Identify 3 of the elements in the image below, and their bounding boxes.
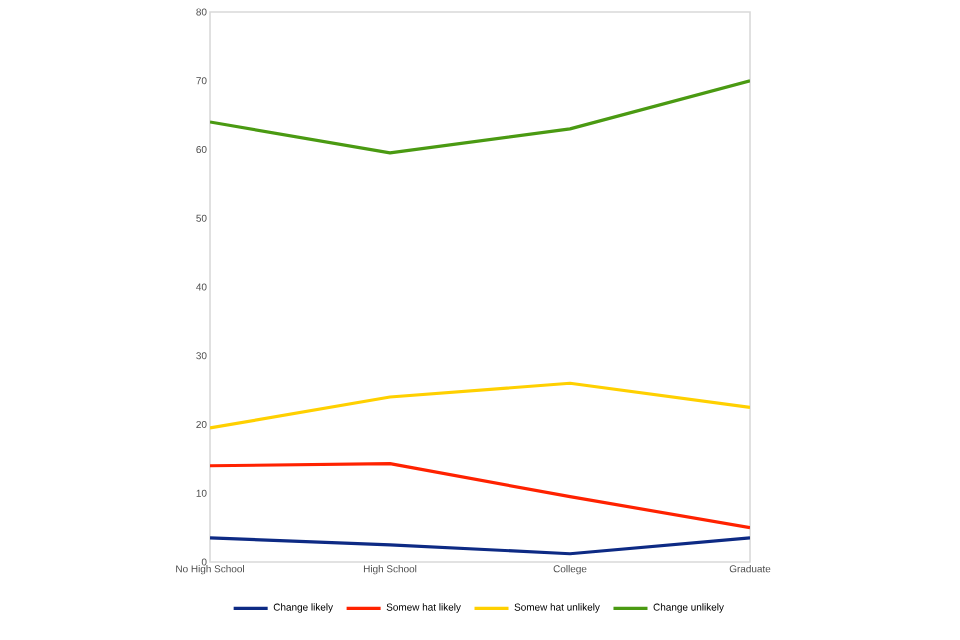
line-series	[210, 462, 751, 530]
line-series	[210, 79, 751, 155]
line-series	[210, 381, 751, 430]
